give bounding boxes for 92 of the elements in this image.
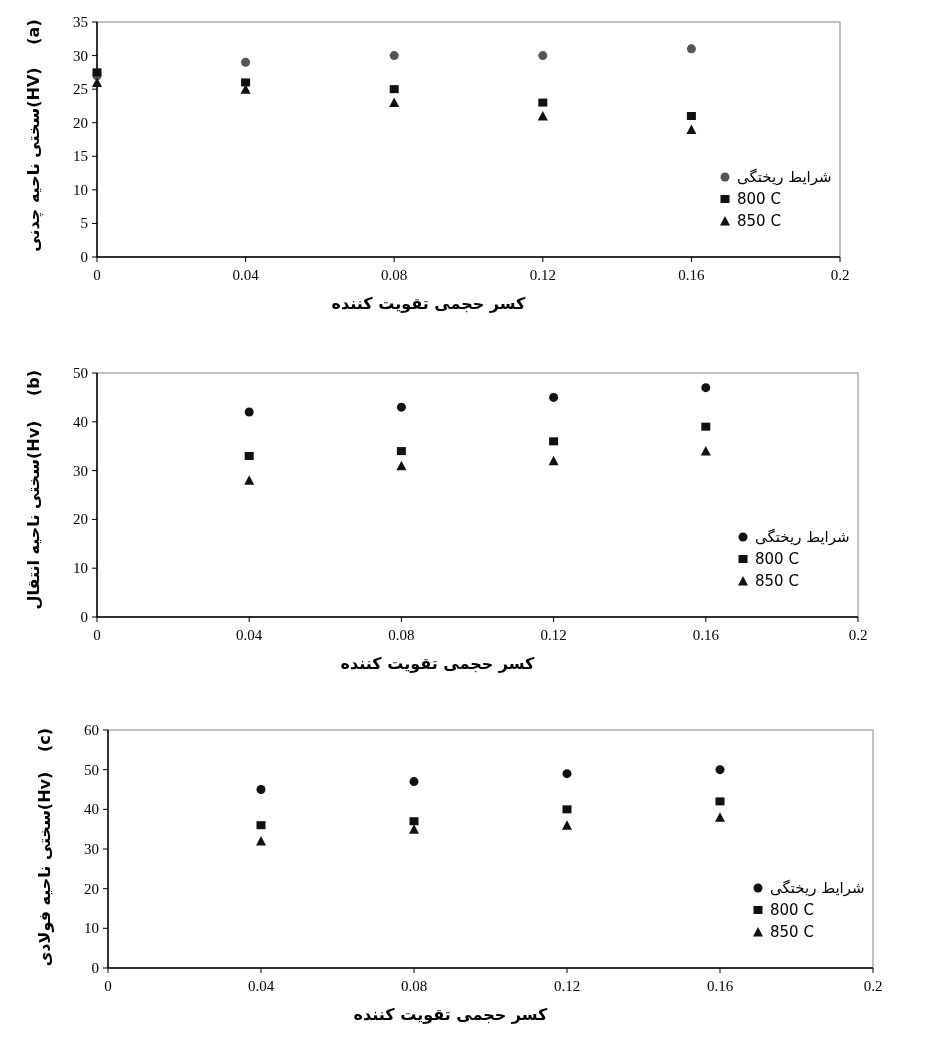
point bbox=[244, 407, 254, 417]
y-tick-label: 60 bbox=[84, 722, 99, 738]
point bbox=[409, 777, 419, 787]
x-axis-title: کسر حجمی تقویت کننده bbox=[331, 294, 527, 313]
y-tick-label: 50 bbox=[73, 365, 88, 381]
legend-label: 850 C bbox=[770, 923, 814, 941]
point bbox=[715, 812, 725, 822]
x-tick-label: 0.04 bbox=[236, 627, 263, 643]
chart-title: (b) bbox=[24, 369, 43, 397]
point bbox=[244, 475, 255, 485]
y-tick-label: 35 bbox=[73, 14, 88, 30]
point bbox=[715, 765, 725, 775]
point bbox=[409, 817, 419, 826]
point bbox=[562, 769, 572, 779]
point bbox=[549, 437, 559, 446]
point bbox=[686, 44, 696, 54]
x-tick-label: 0.2 bbox=[830, 267, 850, 283]
point bbox=[715, 797, 725, 806]
point bbox=[389, 85, 399, 94]
point bbox=[396, 447, 406, 456]
point bbox=[562, 805, 572, 814]
point bbox=[548, 455, 559, 466]
point bbox=[244, 451, 254, 460]
y-tick-label: 20 bbox=[84, 880, 99, 897]
y-tick-label: 0 bbox=[91, 960, 99, 976]
x-tick-label: 0.12 bbox=[553, 978, 581, 994]
legend-label: 850 C bbox=[737, 212, 781, 230]
point bbox=[389, 51, 399, 61]
y-tick-label: 40 bbox=[84, 801, 99, 818]
x-tick-label: 0 bbox=[104, 978, 112, 994]
point bbox=[256, 785, 266, 794]
y-tick-label: 50 bbox=[84, 761, 99, 778]
point bbox=[241, 78, 251, 87]
point bbox=[389, 97, 400, 108]
legend-label: شرایط ریختگی bbox=[755, 528, 850, 546]
y-axis-title: سختی ناحیه فولادی(Hv) bbox=[35, 771, 54, 967]
y-tick-label: 10 bbox=[84, 920, 99, 937]
y-tick-label: 15 bbox=[73, 148, 88, 165]
x-tick-label: 0.04 bbox=[247, 978, 275, 994]
y-tick-label: 25 bbox=[73, 81, 88, 98]
legend-label: شرایط ریختگی bbox=[737, 168, 832, 186]
x-tick-label: 0.16 bbox=[706, 978, 734, 994]
legend-label: شرایط ریختگی bbox=[770, 879, 865, 897]
y-tick-label: 30 bbox=[73, 47, 88, 64]
point bbox=[92, 77, 102, 87]
legend-label: 800 C bbox=[737, 190, 781, 208]
y-tick-label: 5 bbox=[80, 215, 88, 232]
point bbox=[701, 383, 711, 393]
x-tick-label: 0.12 bbox=[529, 267, 556, 283]
chart-title: (a) bbox=[24, 19, 43, 45]
point bbox=[538, 51, 548, 61]
y-tick-label: 10 bbox=[73, 560, 88, 577]
point bbox=[686, 124, 697, 134]
point bbox=[700, 446, 711, 456]
legend-label: 800 C bbox=[770, 901, 814, 919]
point bbox=[256, 821, 266, 830]
point bbox=[396, 402, 406, 412]
x-tick-label: 0.04 bbox=[232, 267, 260, 283]
point bbox=[562, 820, 572, 830]
x-tick-label: 0.2 bbox=[863, 978, 883, 994]
chart-title: (c) bbox=[35, 727, 54, 753]
x-tick-label: 0.08 bbox=[400, 978, 428, 994]
x-axis-title: کسر حجمی تقویت کننده bbox=[353, 1005, 549, 1024]
point bbox=[701, 422, 711, 431]
y-tick-label: 0 bbox=[80, 609, 88, 625]
x-axis-title: کسر حجمی تقویت کننده bbox=[340, 654, 536, 673]
y-tick-label: 0 bbox=[80, 249, 88, 265]
point bbox=[686, 112, 696, 120]
point bbox=[549, 392, 559, 402]
point bbox=[537, 111, 548, 121]
point bbox=[538, 98, 548, 107]
y-tick-label: 10 bbox=[73, 181, 88, 198]
point bbox=[92, 68, 102, 77]
point bbox=[256, 836, 266, 846]
point bbox=[396, 460, 407, 471]
y-axis-title: سختی ناحیه چدنی(HV) bbox=[24, 67, 44, 252]
legend-label: 800 C bbox=[755, 550, 799, 568]
x-tick-label: 0.12 bbox=[540, 627, 567, 643]
x-tick-label: 0.08 bbox=[388, 627, 415, 643]
x-tick-label: 0.08 bbox=[381, 267, 408, 283]
y-tick-label: 30 bbox=[84, 841, 99, 857]
x-tick-label: 0.2 bbox=[848, 627, 868, 643]
point bbox=[241, 57, 251, 67]
y-tick-label: 20 bbox=[73, 511, 88, 528]
y-tick-label: 20 bbox=[73, 114, 88, 131]
legend-label: 850 C bbox=[755, 572, 799, 590]
y-axis-title: سختی ناحیه انتقال(Hv) bbox=[24, 420, 43, 610]
x-tick-label: 0.16 bbox=[678, 267, 706, 283]
y-tick-label: 30 bbox=[73, 462, 88, 479]
y-tick-label: 40 bbox=[73, 413, 88, 430]
point bbox=[409, 824, 419, 834]
x-tick-label: 0.16 bbox=[692, 627, 720, 643]
